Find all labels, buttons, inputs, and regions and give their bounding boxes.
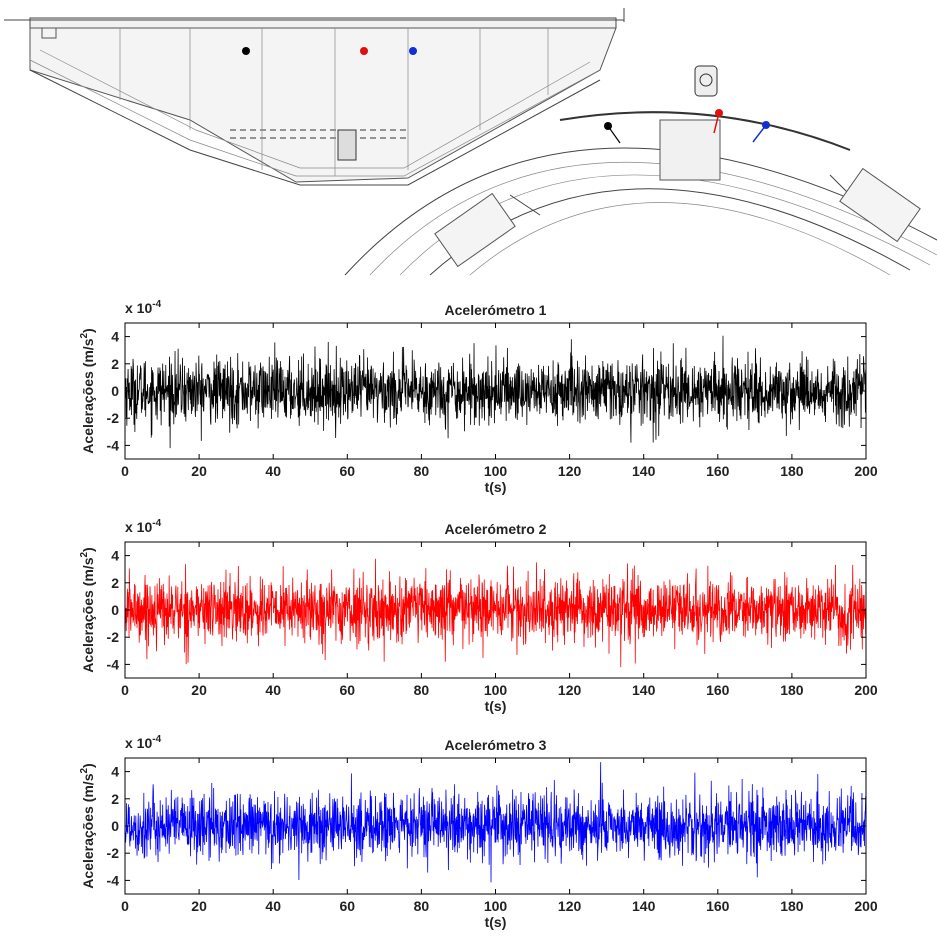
dam-arch-plan-drawing	[344, 65, 937, 276]
x-tick-label: 60	[340, 682, 356, 698]
y-axis-title: Acelerações (m/s2)	[79, 328, 96, 453]
dam-drawings	[4, 8, 937, 276]
x-tick-label: 200	[854, 463, 878, 479]
y-tick-label: 4	[111, 764, 119, 780]
x-tick-label: 80	[414, 463, 430, 479]
y-tick-label: -4	[107, 437, 120, 453]
y-tick-label: -2	[107, 629, 120, 645]
y-tick-label: 4	[111, 329, 119, 345]
y-axis-title: Acelerações (m/s2)	[79, 547, 96, 672]
x-tick-label: 20	[191, 898, 207, 914]
dam-cross-section-drawing	[4, 8, 625, 186]
x-tick-label: 0	[121, 898, 129, 914]
x-tick-label: 180	[780, 898, 804, 914]
accelerometer-charts: Acelerómetro 1x 10-40 20 40 60 80 100 120 140 16…	[79, 299, 878, 930]
x-tick-label: 40	[265, 682, 281, 698]
x-tick-label: 60	[340, 463, 356, 479]
y-tick-label: -2	[107, 410, 120, 426]
x-tick-label: 20	[191, 463, 207, 479]
x-tick-label: 100	[484, 682, 508, 698]
x-axis-title: t(s)	[485, 914, 507, 930]
y-tick-label: 2	[111, 791, 119, 807]
x-tick-label: 140	[632, 463, 656, 479]
x-tick-label: 180	[780, 682, 804, 698]
x-tick-label: 180	[780, 463, 804, 479]
x-axis-title: t(s)	[485, 479, 507, 495]
y-tick-label: 4	[111, 548, 119, 564]
x-tick-label: 100	[484, 463, 508, 479]
x-tick-label: 0	[121, 682, 129, 698]
scale-factor-label: x 10-4	[125, 518, 162, 535]
y-axis-title: Acelerações (m/s2)	[79, 763, 96, 888]
x-tick-label: 120	[558, 463, 582, 479]
scale-factor-label: x 10-4	[125, 299, 162, 316]
sensor-3-marker	[409, 47, 417, 55]
chart-title: Acelerómetro 3	[445, 737, 547, 753]
x-tick-label: 20	[191, 682, 207, 698]
chart-accelerometer-2: Acelerómetro 2x 10-40 20 40 60 80 100 120 140 16…	[79, 518, 878, 714]
x-tick-label: 140	[632, 898, 656, 914]
x-tick-label: 120	[558, 898, 582, 914]
x-tick-label: 60	[340, 898, 356, 914]
signal-line	[125, 558, 866, 668]
x-tick-label: 100	[484, 898, 508, 914]
y-tick-label: -2	[107, 845, 120, 861]
x-tick-label: 40	[265, 898, 281, 914]
chart-title: Acelerómetro 2	[445, 521, 547, 537]
x-axis-title: t(s)	[485, 698, 507, 714]
y-tick-label: -4	[107, 656, 120, 672]
x-tick-label: 80	[414, 682, 430, 698]
chart-accelerometer-1: Acelerómetro 1x 10-40 20 40 60 80 100 120 140 16…	[79, 299, 878, 495]
x-tick-label: 200	[854, 898, 878, 914]
y-tick-label: 2	[111, 575, 119, 591]
x-tick-label: 200	[854, 682, 878, 698]
sensor-2-marker	[360, 47, 368, 55]
y-tick-label: 0	[111, 602, 119, 618]
y-tick-label: 2	[111, 356, 119, 372]
x-tick-label: 80	[414, 898, 430, 914]
signal-line	[125, 335, 866, 449]
y-tick-label: 0	[111, 818, 119, 834]
x-tick-label: 120	[558, 682, 582, 698]
x-tick-label: 160	[706, 463, 730, 479]
x-tick-label: 0	[121, 463, 129, 479]
scale-factor-label: x 10-4	[125, 734, 162, 751]
x-tick-label: 160	[706, 898, 730, 914]
signal-line	[125, 762, 866, 883]
chart-accelerometer-3: Acelerómetro 3x 10-40 20 40 60 80 100 120 140 16…	[79, 734, 878, 930]
chart-title: Acelerómetro 1	[445, 302, 547, 318]
x-tick-label: 160	[706, 682, 730, 698]
y-tick-label: -4	[107, 872, 120, 888]
x-tick-label: 40	[265, 463, 281, 479]
sensor-1-marker	[242, 47, 250, 55]
x-tick-label: 140	[632, 682, 656, 698]
y-tick-label: 0	[111, 383, 119, 399]
